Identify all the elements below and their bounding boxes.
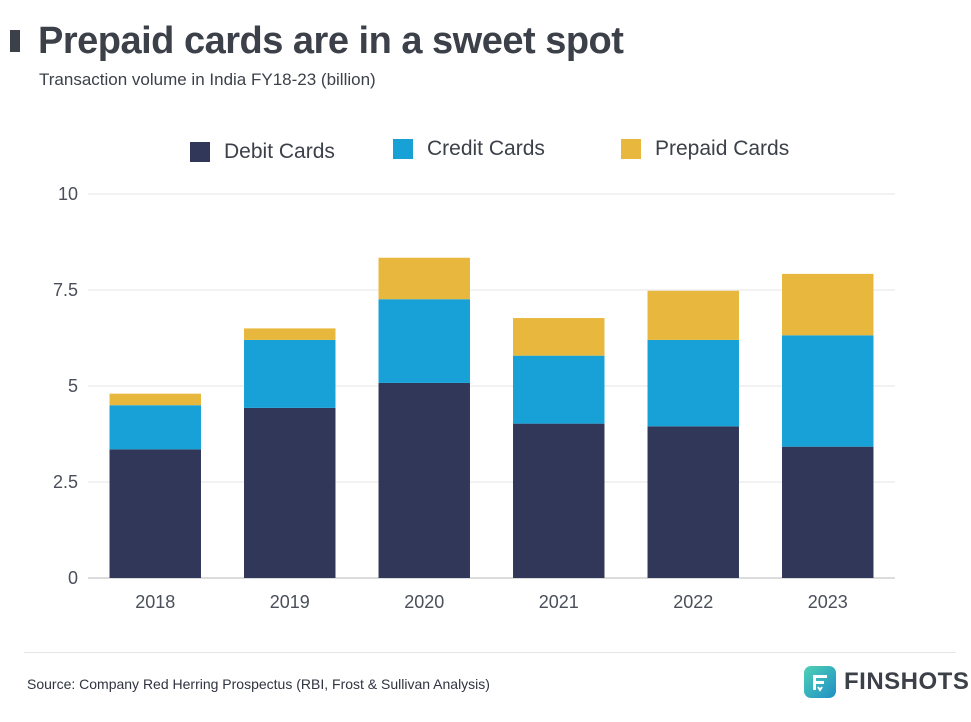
legend: Debit Cards Credit Cards Prepaid Cards — [0, 136, 971, 166]
legend-item-debit: Debit Cards — [190, 140, 335, 164]
title-accent-bar — [10, 30, 20, 52]
bar-debit-cards-2018 — [109, 449, 201, 578]
bar-credit-cards-2022 — [647, 339, 739, 427]
x-tick-label: 2020 — [404, 592, 444, 612]
x-tick-label: 2022 — [673, 592, 713, 612]
bar-debit-cards-2022 — [647, 426, 739, 578]
x-tick-label: 2023 — [808, 592, 848, 612]
bar-credit-cards-2023 — [782, 335, 874, 447]
stacked-bar-chart: 0 2.5 5 7.5 10 2018 2019 2020 2021 2022 2023 — [53, 184, 895, 612]
legend-item-prepaid: Prepaid Cards — [621, 137, 789, 161]
chart-title: Prepaid cards are in a sweet spot — [38, 20, 624, 62]
legend-label-credit: Credit Cards — [427, 137, 545, 160]
source-note: Source: Company Red Herring Prospectus (… — [27, 676, 490, 692]
footer-divider — [24, 652, 956, 653]
bar-prepaid-cards-2023 — [782, 273, 874, 336]
bar-debit-cards-2021 — [513, 423, 605, 578]
brand-name: FINSHOTS — [844, 668, 970, 695]
legend-label-debit: Debit Cards — [224, 140, 335, 163]
bar-debit-cards-2019 — [244, 407, 336, 578]
y-tick-label: 2.5 — [53, 472, 78, 492]
bar-debit-cards-2020 — [378, 382, 470, 578]
brand-logo: FINSHOTS — [804, 666, 969, 698]
y-tick-label: 0 — [68, 568, 78, 588]
bar-prepaid-cards-2022 — [647, 290, 739, 340]
bar-credit-cards-2021 — [513, 355, 605, 424]
bar-prepaid-cards-2019 — [244, 328, 336, 340]
bar-credit-cards-2020 — [378, 299, 470, 383]
bar-prepaid-cards-2020 — [378, 257, 470, 300]
finshots-logo-icon — [804, 666, 836, 698]
y-tick-label: 5 — [68, 376, 78, 396]
bar-credit-cards-2019 — [244, 339, 336, 408]
x-tick-label: 2018 — [135, 592, 175, 612]
x-tick-label: 2019 — [270, 592, 310, 612]
legend-swatch-debit — [190, 142, 210, 162]
y-tick-label: 10 — [58, 184, 78, 204]
bar-prepaid-cards-2018 — [109, 393, 201, 406]
chart-subtitle: Transaction volume in India FY18-23 (bil… — [39, 70, 376, 89]
legend-swatch-credit — [393, 139, 413, 159]
legend-swatch-prepaid — [621, 139, 641, 159]
bar-credit-cards-2018 — [109, 405, 201, 450]
legend-label-prepaid: Prepaid Cards — [655, 137, 790, 160]
y-tick-label: 7.5 — [53, 280, 78, 300]
bar-debit-cards-2023 — [782, 446, 874, 578]
bar-prepaid-cards-2021 — [513, 318, 605, 356]
legend-item-credit: Credit Cards — [393, 137, 545, 161]
x-tick-label: 2021 — [539, 592, 579, 612]
